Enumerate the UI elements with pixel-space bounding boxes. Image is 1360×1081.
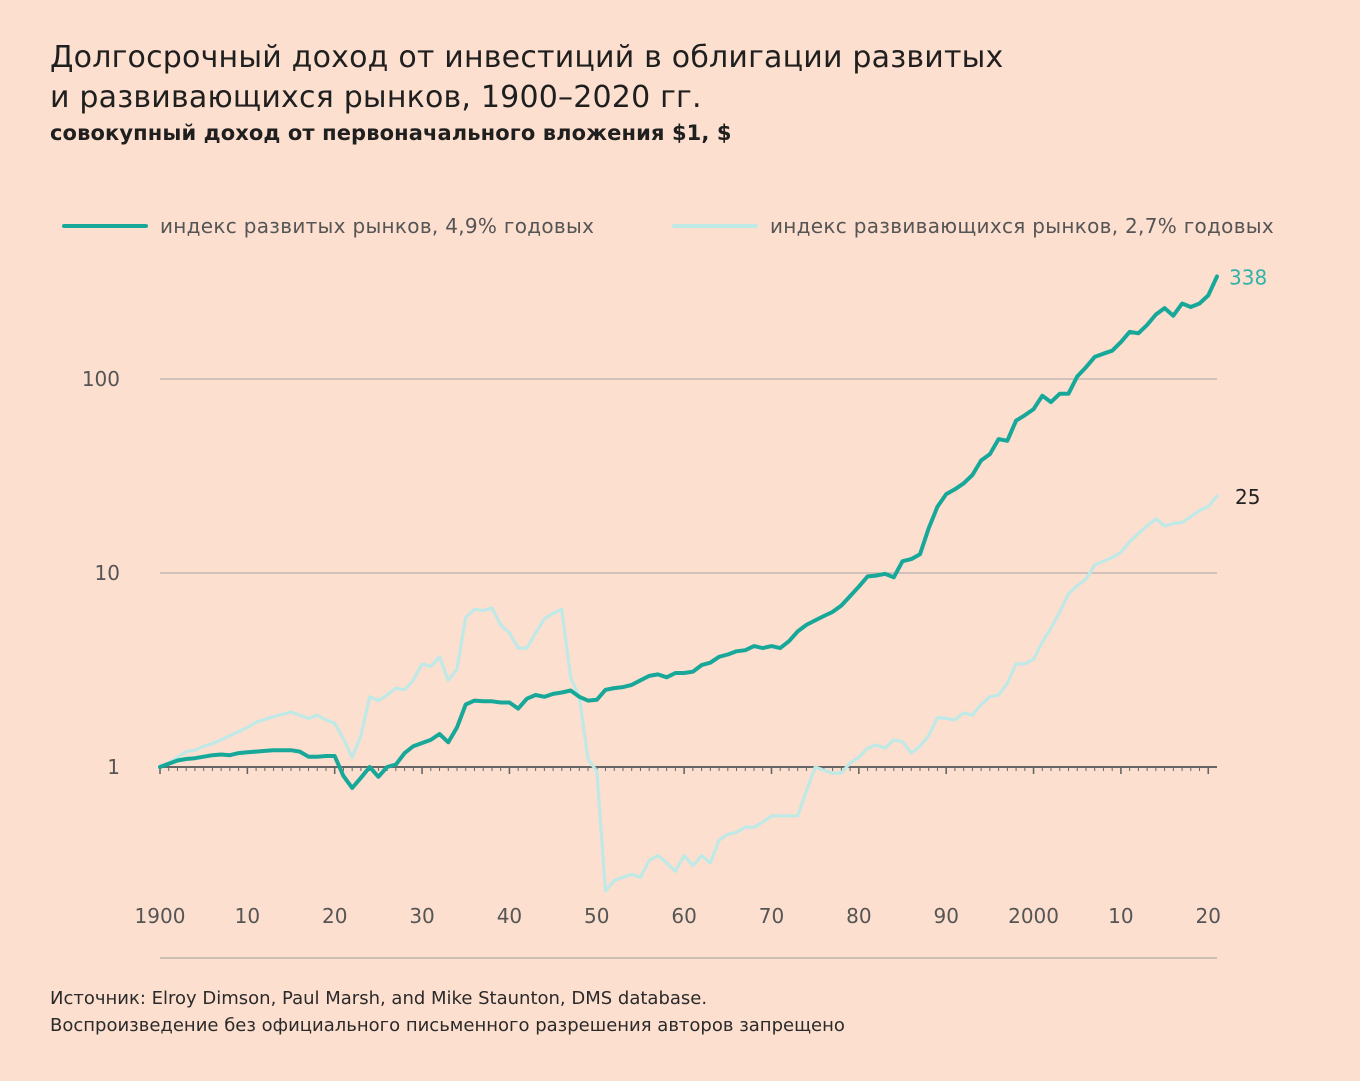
legend-label-developed: индекс развитых рынков, 4,9% годовых <box>160 214 595 238</box>
x-tick-label-1960: 60 <box>671 904 696 928</box>
x-tick-label-1920: 20 <box>322 904 347 928</box>
x-tick-label-1980: 80 <box>846 904 871 928</box>
legend-swatch-emerging <box>672 224 758 228</box>
legend-swatch-developed <box>62 224 148 228</box>
x-tick-label-1900: 1900 <box>135 904 186 928</box>
emerging-markets-line <box>158 494 1219 893</box>
legend-emerging: индекс развивающихся рынков, 2,7% годовы… <box>672 212 1274 240</box>
x-tick-label-1970: 70 <box>759 904 784 928</box>
source-line-2: Воспроизведение без официального письмен… <box>50 1015 845 1036</box>
end-label-emerging: 25 <box>1235 485 1260 509</box>
legend-label-emerging: индекс развивающихся рынков, 2,7% годовы… <box>770 214 1275 238</box>
x-tick-label-1930: 30 <box>409 904 434 928</box>
legend-developed: индекс развитых рынков, 4,9% годовых <box>62 212 594 240</box>
y-tick-label-10: 10 <box>95 561 120 585</box>
end-label-developed: 338 <box>1229 265 1267 289</box>
x-tick-label-1910: 10 <box>235 904 260 928</box>
y-tick-label-1: 1 <box>107 755 120 779</box>
chart-subtitle: совокупный доход от первоначального влож… <box>50 121 732 145</box>
x-tick-label-1990: 90 <box>933 904 958 928</box>
chart-title: Долгосрочный доход от инвестиций в облиг… <box>50 40 1004 115</box>
developed-markets-line <box>158 274 1219 790</box>
x-tick-label-2010: 10 <box>1108 904 1133 928</box>
x-tick-label-1950: 50 <box>584 904 609 928</box>
source-line-1: Источник: Elroy Dimson, Paul Marsh, and … <box>50 988 708 1009</box>
x-tick-label-2020: 20 <box>1196 904 1221 928</box>
y-tick-label-100: 100 <box>82 367 120 391</box>
x-tick-label-1940: 40 <box>497 904 522 928</box>
source-note: Источник: Elroy Dimson, Paul Marsh, and … <box>50 985 845 1039</box>
x-tick-label-2000: 2000 <box>1008 904 1059 928</box>
